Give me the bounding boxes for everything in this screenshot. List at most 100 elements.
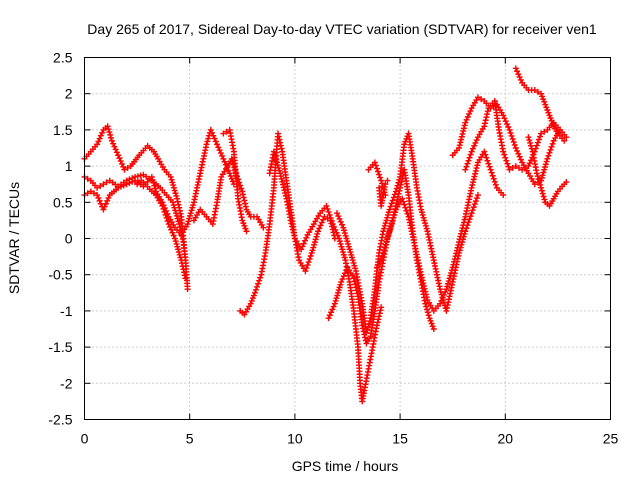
data-point [380, 186, 387, 193]
data-point [426, 315, 433, 322]
data-point [424, 306, 431, 313]
data-point [544, 155, 551, 162]
data-point [257, 274, 264, 281]
data-point [339, 246, 346, 253]
data-point [182, 275, 189, 282]
y-tick-label: -1 [60, 303, 73, 319]
data-point [539, 190, 546, 197]
data-point [396, 176, 403, 183]
data-point [540, 193, 547, 200]
data-point [528, 145, 535, 152]
data-point [303, 234, 310, 241]
data-point [481, 123, 488, 130]
data-point [546, 149, 553, 156]
data-point [242, 203, 249, 210]
data-point [179, 263, 186, 270]
data-point [178, 257, 185, 264]
data-point [340, 249, 347, 256]
data-point [240, 220, 247, 227]
data-point [185, 218, 192, 225]
data-point [516, 74, 523, 81]
data-point [488, 169, 495, 176]
data-point [388, 200, 395, 207]
data-point [87, 188, 94, 195]
data-point [341, 227, 348, 234]
data-point [526, 160, 533, 167]
data-point [312, 236, 319, 243]
y-tick-label: -1.5 [48, 339, 72, 355]
data-point [388, 220, 395, 227]
data-point [481, 120, 488, 127]
data-point [469, 182, 476, 189]
data-point [502, 118, 509, 125]
data-point [466, 110, 473, 117]
data-point [418, 271, 425, 278]
data-point [453, 250, 460, 257]
data-point [393, 185, 400, 192]
data-point [327, 214, 334, 221]
data-point [276, 136, 283, 143]
data-point [250, 292, 257, 299]
data-point [385, 230, 392, 237]
data-point [471, 201, 478, 208]
data-point [519, 166, 526, 173]
data-point [173, 210, 180, 217]
data-point [288, 220, 295, 227]
data-point [472, 167, 479, 174]
data-point [423, 225, 430, 232]
data-point [465, 157, 472, 164]
data-point [472, 198, 479, 205]
y-tick-label: 0.5 [53, 194, 73, 210]
data-point [275, 164, 282, 171]
data-point [375, 168, 382, 175]
x-tick-label: 5 [186, 431, 194, 447]
data-point [392, 209, 399, 216]
data-point [305, 259, 312, 266]
data-point [549, 120, 556, 127]
data-point [540, 169, 547, 176]
data-point [504, 160, 511, 167]
data-point [456, 145, 463, 151]
data-point [380, 228, 387, 235]
data-point [456, 142, 463, 149]
data-point [458, 230, 465, 237]
data-point [111, 143, 118, 150]
y-axis-label: SDTVAR / TECUs [6, 182, 22, 294]
data-point [527, 142, 534, 149]
data-point [334, 232, 341, 239]
data-point [543, 104, 550, 111]
data-point [189, 204, 196, 211]
data-point [281, 187, 288, 194]
data-point [348, 251, 355, 258]
data-point [94, 192, 101, 199]
data-point [161, 208, 168, 215]
data-point [419, 211, 426, 218]
data-point [534, 88, 541, 95]
data-point [445, 278, 452, 285]
data-point [387, 203, 394, 210]
data-point [226, 170, 233, 177]
data-point [372, 162, 379, 169]
data-point [468, 148, 475, 155]
data-point [539, 172, 546, 179]
data-point [97, 183, 104, 190]
data-point [460, 222, 467, 229]
data-point [117, 183, 124, 190]
data-point [484, 108, 491, 115]
data-point [330, 303, 337, 310]
data-point [326, 312, 333, 319]
data-point [392, 188, 399, 195]
series-track-9 [333, 130, 481, 336]
data-point [173, 240, 180, 247]
data-point [384, 214, 391, 221]
data-point [186, 212, 193, 219]
data-point [379, 180, 386, 187]
data-point [106, 129, 113, 136]
data-point [104, 197, 111, 204]
data-point [531, 181, 538, 188]
series-track-10 [373, 148, 507, 314]
data-point [503, 157, 510, 164]
data-point [468, 210, 475, 217]
data-point [542, 164, 549, 171]
